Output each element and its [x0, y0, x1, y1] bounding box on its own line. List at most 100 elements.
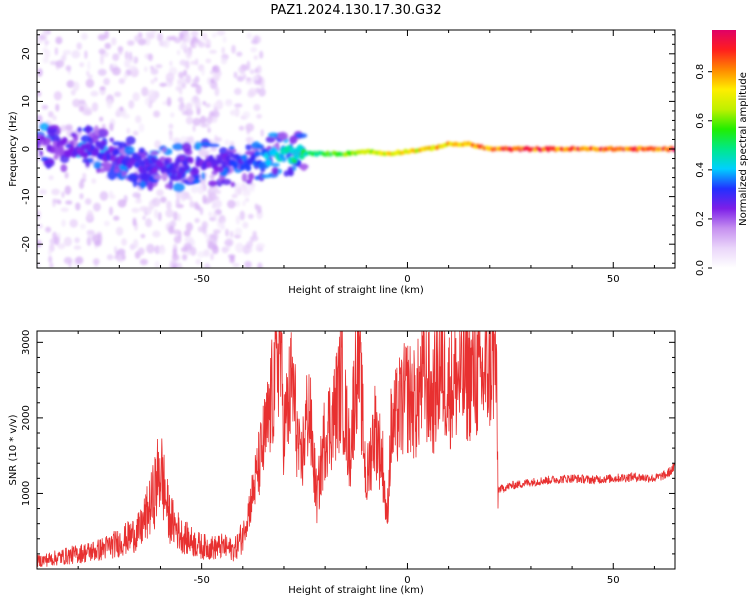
heatmap-noise-cell [86, 210, 94, 220]
y-tick-label: 20 [21, 47, 32, 60]
heatmap-noise-cell [114, 246, 118, 254]
heatmap-noise-cell [248, 247, 253, 253]
colorbar-tick-label: 0.2 [695, 211, 706, 227]
spectrogram-heatmap [37, 30, 675, 268]
heatmap-noise-cell [119, 106, 124, 112]
heatmap-noise-cell [236, 75, 244, 82]
heatmap-noise-cell [209, 110, 215, 117]
heatmap-noise-cell [126, 127, 131, 135]
heatmap-ridge-cell [187, 156, 194, 164]
heatmap-noise-cell [76, 42, 82, 50]
heatmap-noise-cell [211, 196, 220, 200]
heatmap-noise-cell [192, 117, 201, 126]
heatmap-noise-cell [213, 229, 221, 234]
heatmap-noise-cell [73, 81, 80, 92]
heatmap-energy-cell [47, 128, 55, 138]
heatmap-noise-cell [128, 100, 135, 109]
heatmap-energy-cell [93, 160, 102, 170]
heatmap-noise-cell [65, 124, 73, 131]
heatmap-energy-cell [228, 145, 235, 150]
heatmap-energy-cell [194, 141, 203, 151]
heatmap-energy-cell [271, 162, 280, 167]
heatmap-noise-cell [260, 83, 265, 89]
heatmap-noise-cell [80, 223, 86, 230]
heatmap-noise-cell [224, 100, 233, 107]
heatmap-noise-cell [82, 109, 92, 116]
heatmap-noise-cell [190, 60, 197, 65]
heatmap-noise-cell [260, 129, 264, 137]
heatmap-ridge-cell [163, 159, 170, 167]
heatmap-noise-cell [144, 97, 149, 106]
heatmap-ridge-cell [278, 152, 285, 160]
heatmap-noise-cell [195, 100, 202, 109]
spectrogram-panel: -50 0 50 -20 -10 0 10 20 Height of straight lin… [8, 29, 676, 296]
heatmap-noise-cell [99, 86, 106, 91]
heatmap-noise-cell [156, 189, 164, 197]
heatmap-energy-cell [162, 147, 167, 153]
heatmap-energy-cell [124, 145, 135, 155]
heatmap-energy-cell [138, 172, 149, 181]
heatmap-noise-cell [156, 32, 164, 42]
heatmap-noise-cell [212, 66, 217, 71]
heatmap-energy-cell [261, 174, 271, 179]
heatmap-energy-cell [51, 134, 61, 143]
heatmap-noise-cell [85, 78, 95, 88]
heatmap-noise-cell [159, 82, 167, 87]
heatmap-noise-cell [153, 110, 161, 118]
heatmap-noise-cell [221, 246, 229, 254]
heatmap-energy-cell [230, 181, 236, 188]
heatmap-energy-cell [150, 150, 159, 156]
heatmap-noise-cell [172, 253, 179, 261]
heatmap-noise-cell [230, 255, 235, 261]
heatmap-noise-cell [194, 201, 199, 210]
y-tick-label: 0 [21, 146, 32, 152]
heatmap-ridge-cell [210, 157, 216, 165]
heatmap-noise-cell [86, 229, 95, 239]
heatmap-energy-cell [187, 175, 195, 183]
heatmap-noise-cell [247, 213, 254, 220]
heatmap-noise-cell [124, 59, 131, 68]
heatmap-noise-cell [200, 123, 208, 128]
heatmap-energy-cell [132, 178, 138, 188]
heatmap-noise-cell [78, 105, 85, 112]
heatmap-ridge-cell [58, 145, 65, 153]
heatmap-energy-cell [300, 163, 308, 171]
colorbar-tick-label: 0.6 [695, 113, 706, 129]
heatmap-energy-cell [241, 172, 248, 183]
heatmap-noise-cell [202, 101, 207, 106]
heatmap-ridge-cell [184, 164, 190, 172]
heatmap-noise-cell [242, 111, 251, 119]
heatmap-noise-cell [74, 237, 80, 244]
heatmap-noise-cell [214, 86, 220, 97]
heatmap-noise-cell [151, 199, 157, 204]
heatmap-noise-cell [106, 99, 113, 109]
heatmap-noise-cell [144, 36, 151, 46]
heatmap-noise-cell [84, 198, 92, 205]
heatmap-noise-cell [234, 227, 243, 237]
heatmap-noise-cell [211, 202, 216, 210]
heatmap-noise-cell [111, 37, 117, 46]
heatmap-noise-cell [177, 97, 184, 103]
heatmap-ridge-cell [193, 168, 200, 175]
heatmap-noise-cell [192, 79, 199, 84]
heatmap-ridge-cell [672, 147, 675, 153]
heatmap-noise-cell [65, 200, 73, 205]
heatmap-noise-cell [185, 74, 191, 84]
heatmap-ridge-cell [135, 155, 142, 163]
x-tick-label: 0 [404, 274, 410, 285]
heatmap-noise-cell [251, 184, 255, 193]
heatmap-noise-cell [197, 251, 206, 258]
heatmap-noise-cell [230, 141, 235, 148]
heatmap-noise-cell [183, 242, 192, 251]
y-tick-label: -20 [21, 236, 32, 252]
heatmap-noise-cell [234, 200, 241, 207]
heatmap-noise-cell [79, 62, 85, 68]
heatmap-noise-cell [249, 236, 254, 244]
heatmap-energy-cell [169, 174, 176, 181]
heatmap-noise-cell [181, 110, 189, 116]
heatmap-noise-cell [41, 104, 49, 110]
heatmap-energy-cell [147, 181, 154, 191]
heatmap-noise-cell [234, 186, 238, 196]
heatmap-noise-cell [177, 78, 181, 86]
snr-series-line [37, 331, 675, 568]
